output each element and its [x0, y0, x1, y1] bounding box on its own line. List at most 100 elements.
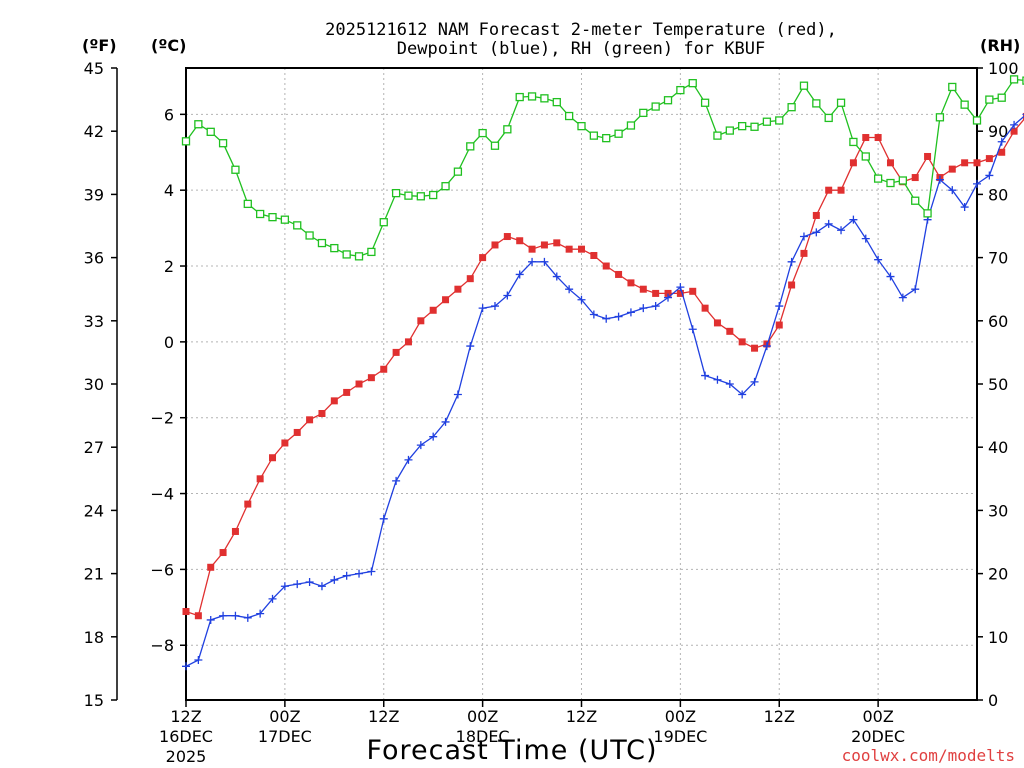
celsius-tick-label: −4: [150, 485, 174, 504]
dewpoint-point: [515, 270, 524, 279]
rh-point: [750, 122, 759, 131]
temperature-point: [751, 344, 759, 352]
rh-point: [725, 126, 734, 135]
x-tick-label-date: 17DEC: [258, 727, 312, 746]
temperature-point: [219, 549, 227, 557]
dewpoint-point: [589, 310, 598, 319]
dewpoint-point: [256, 609, 265, 618]
rh-point: [305, 231, 314, 240]
dewpoint-point: [466, 342, 475, 351]
rh-point: [206, 127, 215, 136]
temperature-point: [454, 285, 462, 293]
dewpoint-point: [577, 295, 586, 304]
rh-point: [453, 167, 463, 176]
rh-point: [898, 176, 907, 185]
rh-point: [466, 142, 475, 151]
rh-point: [812, 99, 821, 108]
rh-point: [293, 221, 302, 230]
dewpoint-point: [997, 137, 1006, 146]
temperature-point: [812, 211, 820, 219]
rh-point: [861, 152, 870, 161]
rh-point: [515, 92, 524, 102]
rh-point: [886, 178, 895, 188]
temperature-point: [578, 245, 585, 253]
dewpoint-point: [478, 304, 487, 313]
temperature-point: [590, 251, 598, 259]
temperature-point: [689, 287, 697, 295]
dewpoint-point: [874, 255, 883, 264]
dewpoint-point: [305, 578, 314, 587]
temperature-point: [726, 327, 734, 335]
temperature-point: [701, 304, 709, 312]
rh-point: [972, 116, 982, 125]
celsius-tick-label: −2: [150, 409, 174, 428]
dewpoint-point: [404, 455, 413, 464]
celsius-tick-label: 4: [164, 181, 174, 200]
rh-point: [799, 81, 809, 90]
x-tick-label-time: 00Z: [269, 707, 300, 726]
series-temperature: [182, 112, 1024, 620]
dewpoint-point: [664, 293, 673, 302]
temperature-point: [182, 608, 190, 616]
dewpoint-point: [355, 569, 364, 578]
rh-point: [960, 100, 969, 109]
temperature-point: [874, 134, 882, 142]
dewpoint-point: [738, 390, 747, 399]
fahrenheit-tick-label: 24: [84, 501, 104, 520]
fahrenheit-tick-label: 21: [84, 565, 104, 584]
dewpoint-point: [243, 613, 252, 622]
temperature-point: [281, 439, 289, 447]
rh-point: [577, 121, 586, 131]
rh-point: [626, 121, 636, 130]
dewpoint-point: [392, 476, 401, 485]
dewpoint-point: [713, 375, 722, 384]
temperature-point: [738, 338, 746, 346]
dewpoint-point: [688, 325, 697, 334]
temperature-point: [269, 454, 277, 462]
dewpoint-point: [787, 257, 796, 266]
rh-point: [836, 98, 846, 107]
x-tick-label-date: 19DEC: [653, 727, 707, 746]
celsius-tick-label: −8: [150, 636, 174, 655]
dewpoint-point: [614, 312, 623, 321]
temperature-point: [961, 159, 969, 167]
x-tick-label-time: 00Z: [665, 707, 696, 726]
dewpoint-point: [330, 575, 339, 584]
rh-tick-label: 90: [988, 122, 1008, 141]
chart-title-line2: Dewpoint (blue), RH (green) for KBUF: [397, 39, 765, 59]
rh-point: [997, 93, 1006, 102]
rh-point: [552, 97, 561, 107]
dewpoint-point: [293, 580, 302, 589]
rh-point: [317, 238, 327, 248]
dewpoint-point: [528, 257, 537, 266]
temperature-point: [306, 416, 314, 424]
dewpoint-point: [886, 272, 895, 281]
x-tick-label-time: 00Z: [467, 707, 498, 726]
rh-point: [762, 117, 772, 126]
temperature-point: [318, 409, 326, 417]
dewpoint-point: [429, 432, 438, 441]
temperature-point: [194, 612, 202, 620]
fahrenheit-tick-label: 33: [84, 312, 104, 331]
temperature-point: [862, 134, 870, 142]
dewpoint-point: [750, 377, 759, 386]
temperature-point: [553, 239, 561, 247]
rh-point: [490, 141, 500, 150]
rh-point: [911, 196, 920, 205]
dewpoint-point: [849, 215, 858, 224]
fahrenheit-tick-label: 27: [84, 438, 104, 457]
temperature-point: [1010, 127, 1018, 135]
temperature-point: [491, 241, 499, 249]
dewpoint-point: [626, 308, 635, 317]
rh-point: [849, 137, 858, 147]
temperature-point: [417, 317, 425, 325]
rh-point: [503, 125, 512, 134]
temperature-point: [256, 475, 264, 483]
dewpoint-point: [552, 272, 561, 281]
rh-axis-unit: (RH): [980, 36, 1020, 55]
temperature-point: [602, 262, 610, 270]
rh-point: [1022, 76, 1024, 85]
celsius-tick-label: 2: [164, 257, 174, 276]
dewpoint-point: [453, 390, 462, 399]
axes: 15182124273033363942456420−2−4−6−8010203…: [84, 59, 1019, 766]
